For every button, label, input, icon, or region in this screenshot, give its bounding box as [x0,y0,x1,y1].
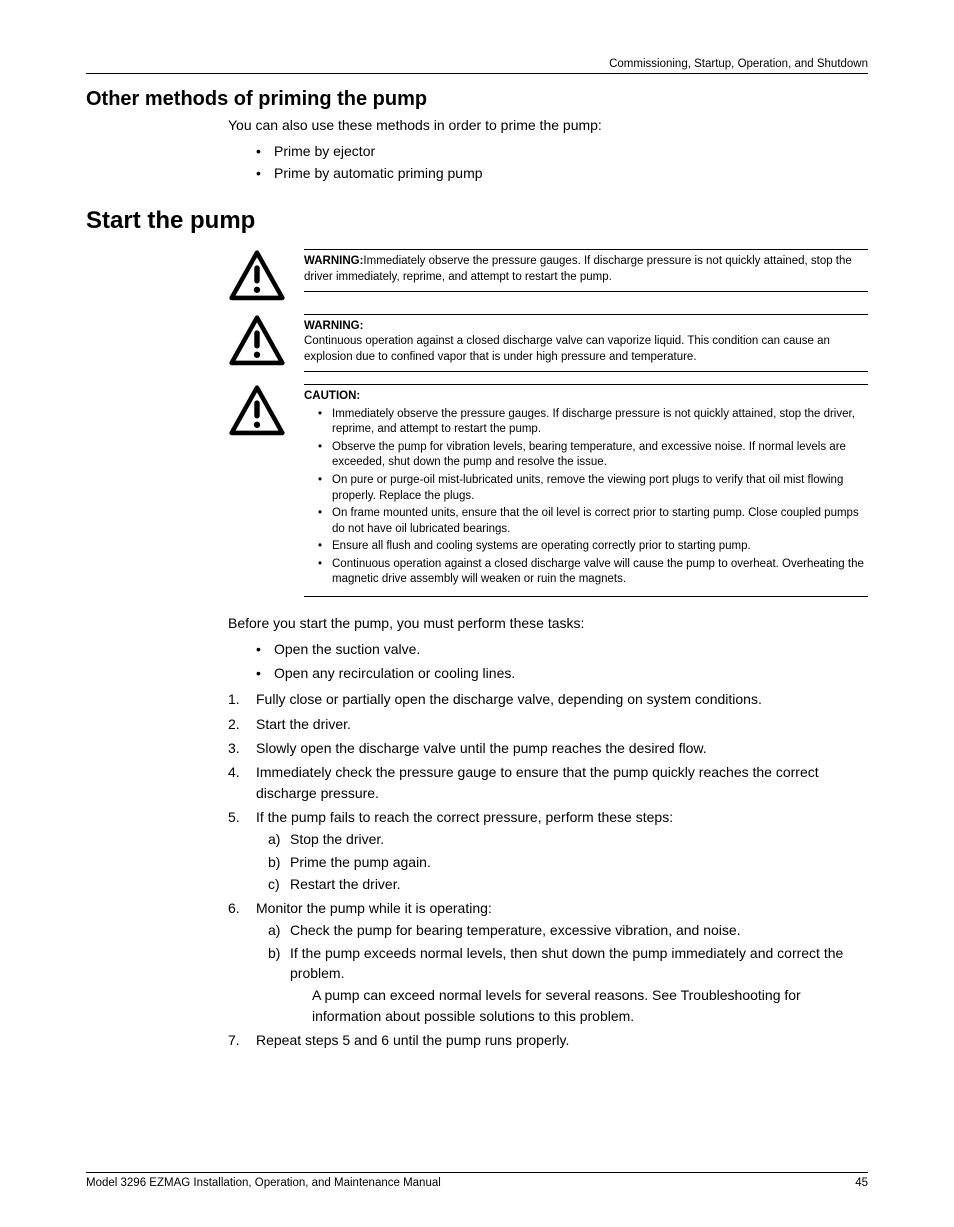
warning-content: WARNING:Immediately observe the pressure… [304,249,868,292]
section-other-methods-title: Other methods of priming the pump [86,88,868,111]
step-text: Immediately check the pressure gauge to … [256,764,819,800]
step-text: Fully close or partially open the discha… [256,691,762,707]
substeps-list: a) Check the pump for bearing temperature… [268,920,868,1025]
procedure-body: Before you start the pump, you must perf… [228,613,868,1051]
substeps-list: a) Stop the driver. b) Prime the pump agai… [268,829,868,894]
warning-text: Immediately observe the pressure gauges.… [304,255,852,283]
warning-content: WARNING: Continuous operation against a … [304,314,868,373]
list-item: Ensure all flush and cooling systems are… [318,539,868,555]
step-text: If the pump fails to reach the correct p… [256,809,673,825]
substep-item: c) Restart the driver. [268,874,868,894]
list-item: Prime by ejector [256,143,868,159]
step-number: 1. [228,689,240,709]
step-number: 3. [228,738,240,758]
step-item: 2. Start the driver. [228,714,868,734]
warning-label: WARNING: [304,255,363,267]
list-item: Open any recirculation or cooling lines. [256,663,868,683]
list-item: Open the suction valve. [256,639,868,659]
step-text: Start the driver. [256,716,351,732]
warning-label: WARNING: [304,319,868,335]
substep-note: A pump can exceed normal levels for seve… [312,985,868,1026]
prereq-list: Open the suction valve. Open any recircu… [256,639,868,684]
warning-text: Continuous operation against a closed di… [304,335,830,363]
substep-number: a) [268,920,280,940]
substep-text: If the pump exceeds normal levels, then … [290,945,843,981]
step-item: 6. Monitor the pump while it is operating… [228,898,868,1026]
caution-block: CAUTION: Immediately observe the pressur… [228,384,868,596]
page-header: Commissioning, Startup, Operation, and S… [86,58,868,74]
warning-block-2: WARNING: Continuous operation against a … [228,314,868,373]
step-item: 4. Immediately check the pressure gauge t… [228,762,868,803]
substep-number: c) [268,874,280,894]
caution-triangle-icon [228,384,286,437]
list-item: On frame mounted units, ensure that the … [318,506,868,537]
step-number: 2. [228,714,240,734]
step-number: 5. [228,807,240,827]
footer-right: 45 [855,1177,868,1189]
substep-item: b) Prime the pump again. [268,852,868,872]
step-item: 3. Slowly open the discharge valve until … [228,738,868,758]
step-item: 1. Fully close or partially open the disc… [228,689,868,709]
step-text: Repeat steps 5 and 6 until the pump runs… [256,1032,569,1048]
list-item: Observe the pump for vibration levels, b… [318,440,868,471]
footer-left: Model 3296 EZMAG Installation, Operation… [86,1177,441,1189]
substep-item: b) If the pump exceeds normal levels, the… [268,943,868,1026]
list-item: Prime by automatic priming pump [256,165,868,181]
warning-triangle-icon [228,249,286,302]
list-item: Immediately observe the pressure gauges.… [318,407,868,438]
caution-label: CAUTION: [304,389,868,405]
steps-list: 1. Fully close or partially open the disc… [228,689,868,1050]
section-start-pump-title: Start the pump [86,207,868,235]
pretext: Before you start the pump, you must perf… [228,613,868,633]
substep-text: Check the pump for bearing temperature, … [290,922,741,938]
substep-text: Prime the pump again. [290,854,431,870]
section-other-methods-intro: You can also use these methods in order … [228,115,868,135]
substep-number: b) [268,943,280,963]
step-item: 7. Repeat steps 5 and 6 until the pump ru… [228,1030,868,1050]
step-text: Slowly open the discharge valve until th… [256,740,707,756]
substep-text: Stop the driver. [290,831,384,847]
caution-list: Immediately observe the pressure gauges.… [318,407,868,588]
step-number: 4. [228,762,240,782]
warning-triangle-icon [228,314,286,367]
step-item: 5. If the pump fails to reach the correct… [228,807,868,894]
substep-text: Restart the driver. [290,876,401,892]
warning-block-1: WARNING:Immediately observe the pressure… [228,249,868,302]
step-number: 6. [228,898,240,918]
step-text: Monitor the pump while it is operating: [256,900,492,916]
substep-number: a) [268,829,280,849]
caution-content: CAUTION: Immediately observe the pressur… [304,384,868,596]
other-methods-list: Prime by ejector Prime by automatic prim… [256,143,868,181]
substep-number: b) [268,852,280,872]
substep-item: a) Stop the driver. [268,829,868,849]
header-text: Commissioning, Startup, Operation, and S… [86,58,868,70]
step-number: 7. [228,1030,240,1050]
list-item: Continuous operation against a closed di… [318,557,868,588]
substep-item: a) Check the pump for bearing temperature… [268,920,868,940]
list-item: On pure or purge-oil mist-lubricated uni… [318,473,868,504]
page-footer: Model 3296 EZMAG Installation, Operation… [86,1172,868,1189]
